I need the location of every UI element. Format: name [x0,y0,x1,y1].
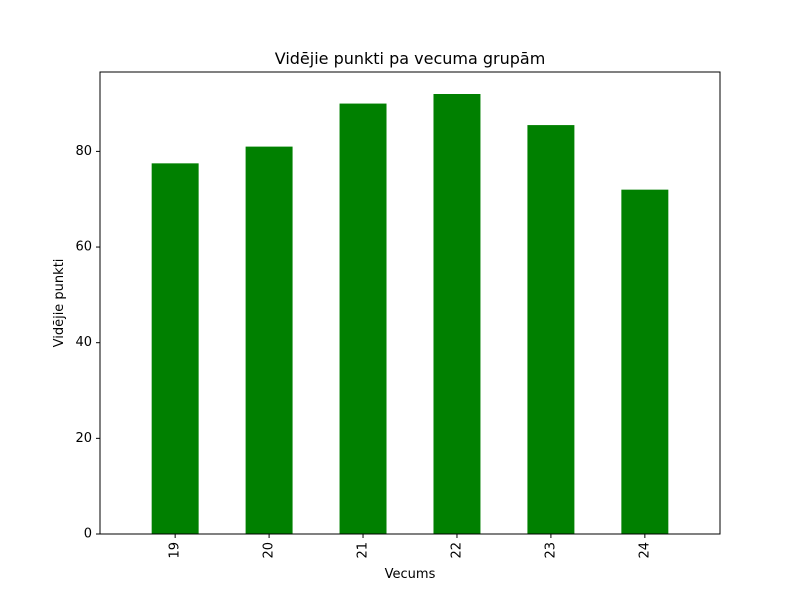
bar-23 [527,125,575,534]
x-tick-label-23: 23 [543,542,558,559]
bars-group [151,94,669,535]
bar-19 [151,163,199,534]
x-tick-label-19: 19 [168,542,183,559]
x-tick-label-20: 20 [262,542,277,559]
y-tick-label-40: 40 [75,335,92,350]
y-axis-label: Vidējie punkti [52,259,67,348]
chart-title: Vidējie punkti pa vecuma grupām [275,49,546,68]
x-tick-label-24: 24 [637,542,652,559]
x-tick-label-22: 22 [449,542,464,559]
y-tick-label-60: 60 [75,240,92,255]
plot-frame [99,71,721,535]
x-tick-label-21: 21 [356,542,371,559]
bar-22 [433,94,481,534]
y-axis-ticks: 0 20 40 60 80 [75,144,100,542]
x-axis-label: Vecums [385,567,436,582]
x-axis-ticks: 19 20 21 22 23 24 [168,534,652,559]
y-tick-label-0: 0 [84,527,92,542]
y-tick-label-20: 20 [75,431,92,446]
y-tick-label-80: 80 [75,144,92,159]
bar-24 [621,189,669,535]
bar-21 [339,103,387,534]
bar-20 [245,146,293,534]
